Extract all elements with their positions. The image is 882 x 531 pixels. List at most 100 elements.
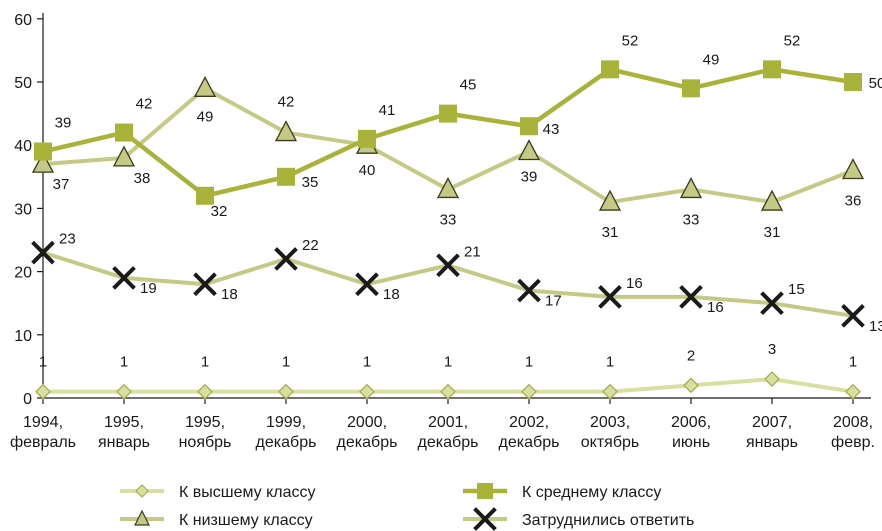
legend-item: Затруднились ответить	[463, 507, 694, 531]
data-point	[31, 240, 55, 265]
data-point	[601, 60, 619, 79]
legend: К высшему классу К среднему классу К низше…	[120, 483, 694, 531]
x-tick-label: 1999,	[266, 414, 306, 431]
data-label: 3	[768, 341, 776, 358]
data-label: 22	[302, 237, 319, 254]
data-point	[602, 383, 618, 400]
data-label: 1	[363, 354, 371, 371]
data-label: 15	[788, 281, 805, 298]
data-point	[764, 371, 780, 387]
legend-item: К низшему классу	[120, 509, 313, 529]
x-tick-label: июнь	[672, 434, 710, 451]
data-label: 31	[602, 224, 619, 241]
data-point	[197, 383, 213, 400]
y-tick-label: 40	[14, 138, 32, 155]
x-tick-label: декабрь	[418, 434, 479, 451]
axes: 0 10 20 30 40 50 60 1994, февраль 1995, январь 1995…	[10, 12, 875, 451]
x-tick-label: 2003,	[590, 414, 630, 431]
data-label: 16	[626, 275, 643, 292]
data-label: 42	[136, 96, 153, 113]
data-point	[116, 383, 132, 400]
data-label: 39	[55, 115, 72, 132]
data-label: 35	[302, 174, 319, 191]
data-label: 18	[221, 286, 238, 303]
x-tick-label: 2002,	[509, 414, 549, 431]
data-point	[521, 383, 537, 400]
legend-label: Затруднились ответить	[522, 512, 694, 529]
data-point	[274, 120, 298, 142]
data-label: 33	[440, 211, 457, 228]
data-label: 1	[39, 354, 47, 371]
data-label: 38	[134, 170, 151, 187]
data-point	[196, 186, 214, 205]
y-tick-label: 20	[14, 265, 32, 282]
legend-label: К низшему классу	[179, 512, 313, 529]
x-tick-label: 2001,	[428, 414, 468, 431]
data-label: 17	[545, 293, 562, 310]
data-label: 21	[464, 243, 481, 260]
series-line	[42, 250, 854, 318]
data-point	[34, 142, 52, 161]
data-point	[679, 285, 703, 309]
data-point	[683, 377, 699, 394]
data-label: 36	[845, 192, 862, 209]
legend-marker	[473, 507, 497, 531]
data-label: 52	[784, 32, 801, 49]
data-label: 31	[764, 224, 781, 241]
data-label: 2	[687, 347, 695, 364]
x-tick-label: 1994,	[23, 414, 63, 431]
data-label: 37	[53, 176, 70, 193]
data-point	[359, 383, 375, 400]
x-tick-label: январь	[746, 434, 798, 451]
legend-item: К среднему классу	[463, 483, 661, 501]
y-tick-label: 0	[23, 391, 32, 408]
legend-label: К среднему классу	[522, 484, 661, 501]
data-label: 1	[849, 354, 857, 371]
data-label: 13	[869, 318, 882, 335]
legend-marker	[134, 509, 150, 526]
data-label: 45	[460, 77, 477, 94]
data-label: 1	[525, 354, 533, 371]
x-tick-label: январь	[98, 434, 150, 451]
data-label: 49	[197, 108, 214, 125]
data-point	[598, 189, 622, 211]
data-point	[112, 266, 136, 290]
data-label: 23	[59, 231, 76, 248]
x-tick-label: декабрь	[337, 434, 398, 451]
data-point	[436, 177, 460, 199]
data-point	[841, 304, 865, 328]
data-point	[520, 117, 538, 136]
series-markers	[31, 60, 865, 400]
x-tick-label: 1995,	[185, 414, 225, 431]
x-tick-label: декабрь	[499, 434, 560, 451]
data-point	[355, 272, 379, 297]
data-label: 52	[622, 32, 639, 49]
data-label: 1	[282, 354, 290, 371]
series-line	[42, 67, 854, 199]
data-point	[517, 278, 541, 303]
x-tick-label: 2006,	[671, 414, 711, 431]
data-point	[440, 383, 456, 400]
x-tick-label: декабрь	[256, 434, 317, 451]
data-label: 1	[606, 354, 614, 371]
data-label: 1	[120, 354, 128, 371]
data-point	[598, 285, 622, 309]
data-point	[517, 139, 541, 161]
data-label: 40	[359, 162, 376, 179]
data-point	[274, 247, 298, 271]
data-label: 49	[703, 51, 720, 68]
data-point	[760, 291, 784, 316]
data-point	[278, 383, 294, 400]
legend-marker	[135, 484, 149, 498]
data-point	[277, 167, 295, 186]
data-point	[760, 189, 784, 211]
data-label: 33	[683, 211, 700, 228]
data-point	[112, 145, 136, 167]
x-tick-label: 1995,	[104, 414, 144, 431]
x-tick-label: 2000,	[347, 414, 387, 431]
legend-item: К высшему классу	[120, 484, 316, 501]
data-label: 19	[140, 280, 157, 297]
x-tick-label: ноябрь	[179, 434, 232, 451]
